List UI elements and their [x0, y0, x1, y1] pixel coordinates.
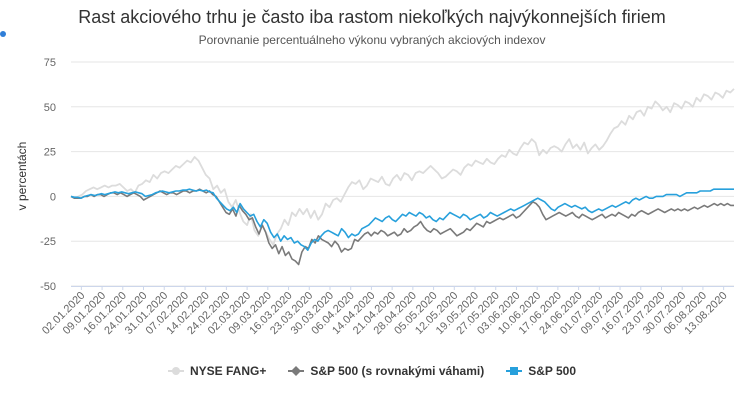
- series-line-sp500-equal-weight[interactable]: [70, 188, 734, 266]
- accent-dot: [0, 31, 6, 37]
- legend-symbol-square: [506, 367, 523, 375]
- legend-item-nyse-fang[interactable]: NYSE FANG+: [167, 364, 267, 378]
- x-axis-ticks: 02.01.202009.01.202016.01.202024.01.2020…: [40, 286, 730, 337]
- chart-subtitle: Porovnanie percentuálneho výkonu vybraný…: [198, 33, 546, 47]
- legend-label-nyse-fang: NYSE FANG+: [189, 364, 267, 378]
- line-chart: -50 -25 0 25 50 75 02.01.202009.01.202016.01.…: [15, 57, 735, 337]
- legend-label-sp500-equal-weight: S&P 500 (s rovnakými váhami): [310, 364, 485, 378]
- y-tick-label: 25: [44, 147, 56, 159]
- chart-title: Rast akciového trhu je často iba rastom …: [78, 7, 666, 27]
- y-axis-label: v percentách: [15, 142, 29, 211]
- grid-lines: [71, 61, 734, 287]
- y-tick-label: 50: [44, 102, 56, 114]
- y-tick-label: -50: [40, 281, 56, 293]
- legend: NYSE FANG+ S&P 500 (s rovnakými váhami) …: [0, 364, 744, 378]
- series-lines: [70, 88, 735, 266]
- y-tick-label: 75: [44, 57, 56, 69]
- legend-label-sp500: S&P 500: [528, 364, 577, 378]
- legend-symbol-circle: [167, 367, 184, 375]
- y-tick-label: -25: [40, 236, 56, 248]
- legend-symbol-diamond: [288, 366, 305, 376]
- y-tick-label: 0: [50, 191, 56, 203]
- y-axis-ticks: -50 -25 0 25 50 75: [40, 57, 56, 293]
- series-line-nyse-fang[interactable]: [70, 88, 735, 246]
- legend-item-sp500-equal-weight[interactable]: S&P 500 (s rovnakými váhami): [288, 364, 484, 378]
- legend-item-sp500[interactable]: S&P 500: [506, 364, 576, 378]
- series-line-sp500[interactable]: [70, 188, 734, 251]
